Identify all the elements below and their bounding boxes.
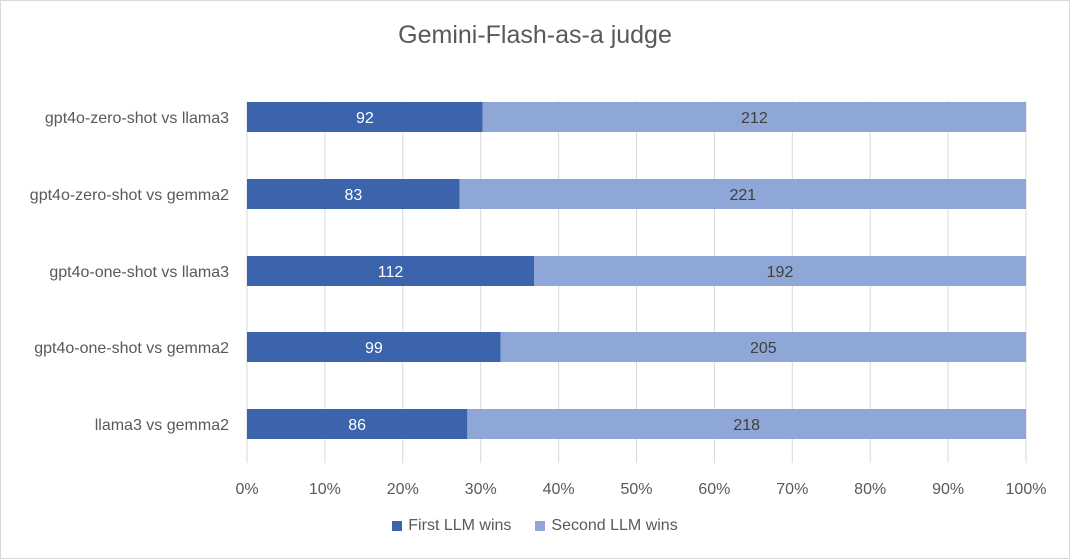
legend: First LLM wins Second LLM wins xyxy=(1,517,1069,535)
bar-second-llm-wins xyxy=(534,256,1026,286)
data-label: 192 xyxy=(767,264,794,281)
data-label: 212 xyxy=(741,110,768,127)
category-label: gpt4o-zero-shot vs gemma2 xyxy=(30,187,229,204)
chart-title: Gemini-Flash-as-a judge xyxy=(398,21,672,49)
bar-first-llm-wins xyxy=(247,179,460,209)
bar-first-llm-wins xyxy=(247,332,501,362)
x-tick-label: 0% xyxy=(235,481,258,498)
bar-first-llm-wins xyxy=(247,256,534,286)
bar-second-llm-wins xyxy=(500,332,1026,362)
data-label: 218 xyxy=(733,417,760,434)
x-tick-label: 10% xyxy=(309,481,341,498)
x-tick-label: 70% xyxy=(776,481,808,498)
category-label: llama3 vs gemma2 xyxy=(95,417,229,434)
category-label: gpt4o-one-shot vs gemma2 xyxy=(34,340,229,357)
x-tick-label: 100% xyxy=(1006,481,1047,498)
x-tick-label: 80% xyxy=(854,481,886,498)
x-tick-label: 20% xyxy=(387,481,419,498)
legend-label: Second LLM wins xyxy=(551,517,678,534)
x-tick-label: 60% xyxy=(698,481,730,498)
bar-first-llm-wins xyxy=(247,409,468,439)
data-label: 92 xyxy=(356,110,374,127)
data-label: 99 xyxy=(365,340,383,357)
bar-second-llm-wins xyxy=(467,409,1026,439)
data-label: 83 xyxy=(344,187,362,204)
data-label: 221 xyxy=(729,187,756,204)
category-label: gpt4o-one-shot vs llama3 xyxy=(49,264,229,281)
legend-swatch xyxy=(392,521,403,531)
legend-label: First LLM wins xyxy=(408,517,512,534)
x-tick-label: 40% xyxy=(543,481,575,498)
legend-swatch xyxy=(535,521,546,531)
x-tick-label: 50% xyxy=(620,481,652,498)
legend-item: Second LLM wins xyxy=(535,517,678,535)
category-label: gpt4o-zero-shot vs llama3 xyxy=(45,110,229,127)
bar-first-llm-wins xyxy=(247,102,483,132)
data-label: 205 xyxy=(750,340,777,357)
data-label: 112 xyxy=(378,264,404,281)
bar-second-llm-wins xyxy=(482,102,1026,132)
bar-second-llm-wins xyxy=(459,179,1026,209)
x-tick-label: 30% xyxy=(465,481,497,498)
legend-item: First LLM wins xyxy=(392,517,511,535)
x-tick-label: 90% xyxy=(932,481,964,498)
data-label: 86 xyxy=(348,417,366,434)
